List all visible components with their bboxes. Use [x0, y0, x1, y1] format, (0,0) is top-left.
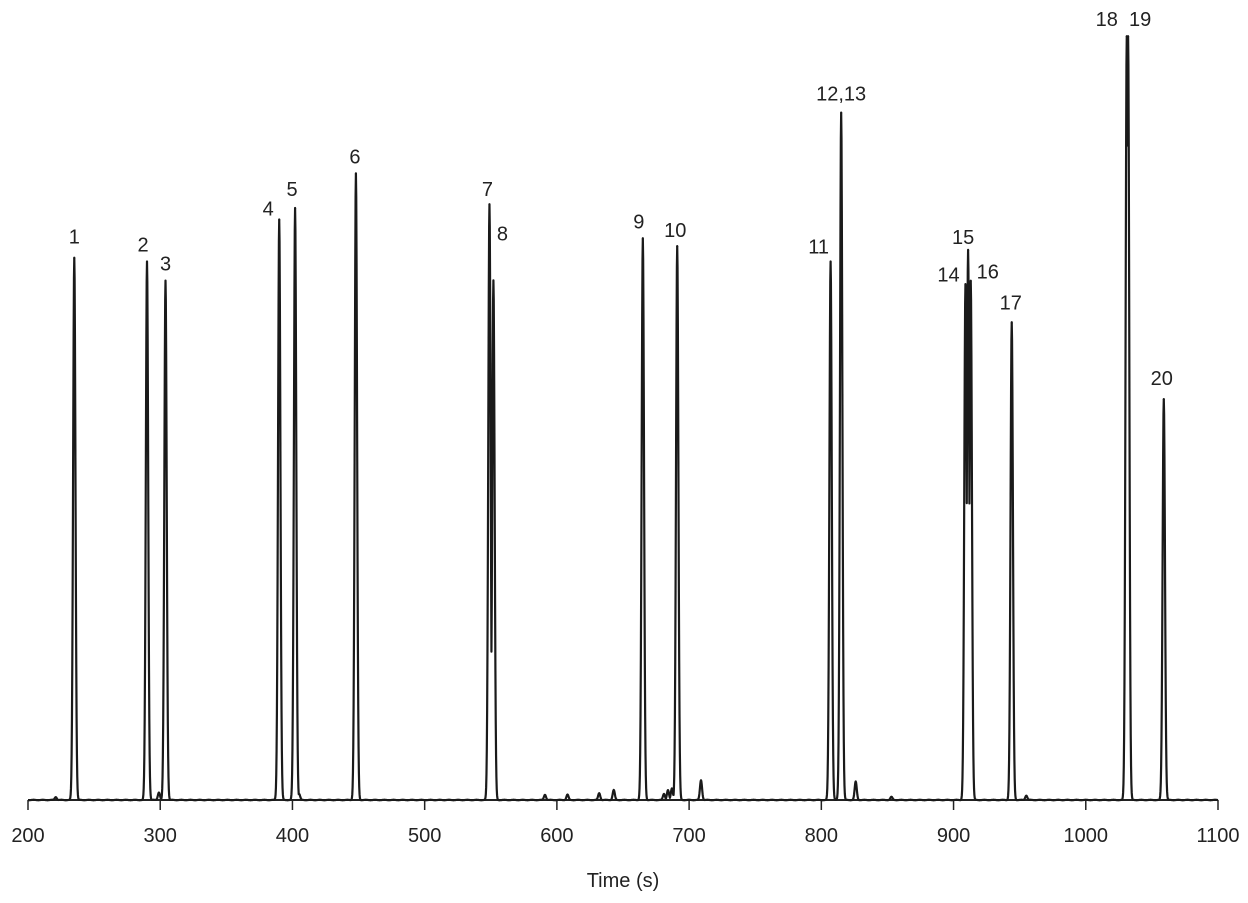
peak-label: 2 [137, 234, 148, 256]
peak-label: 10 [664, 220, 686, 242]
peak-label: 3 [160, 253, 171, 275]
peak-label: 19 [1129, 9, 1151, 31]
peak-label: 20 [1151, 368, 1173, 390]
x-tick-label: 500 [408, 825, 441, 847]
x-tick-label: 200 [11, 825, 44, 847]
x-tick-label: 600 [540, 825, 573, 847]
peak-label: 7 [482, 179, 493, 201]
chromatogram-trace [27, 35, 1219, 802]
trace-group [27, 35, 1219, 802]
peak-label: 9 [633, 211, 644, 233]
peak-label: 17 [1000, 293, 1022, 315]
x-axis-title: Time (s) [587, 870, 660, 892]
peak-label: 1 [69, 227, 80, 249]
peak-label: 8 [497, 223, 508, 245]
x-axis: 200 300 400 500 600 700 800 900 1000 1100 [11, 799, 1240, 847]
x-tick-label: 900 [937, 825, 970, 847]
peak-label: 5 [287, 179, 298, 201]
x-tick-label: 1000 [1064, 825, 1109, 847]
peak-label: 4 [263, 198, 274, 220]
peak-label: 12,13 [816, 83, 866, 105]
x-tick-label: 400 [276, 825, 309, 847]
x-tick-label: 700 [672, 825, 705, 847]
x-tick-label: 1100 [1196, 825, 1239, 847]
peak-label: 18 [1096, 9, 1118, 31]
peak-label: 15 [952, 227, 974, 249]
x-tick-label: 800 [805, 825, 838, 847]
peak-label: 14 [937, 264, 959, 286]
x-tick-label: 300 [144, 825, 177, 847]
peak-label: 11 [808, 236, 829, 258]
peak-label: 16 [977, 261, 999, 283]
peak-label: 6 [349, 147, 360, 169]
